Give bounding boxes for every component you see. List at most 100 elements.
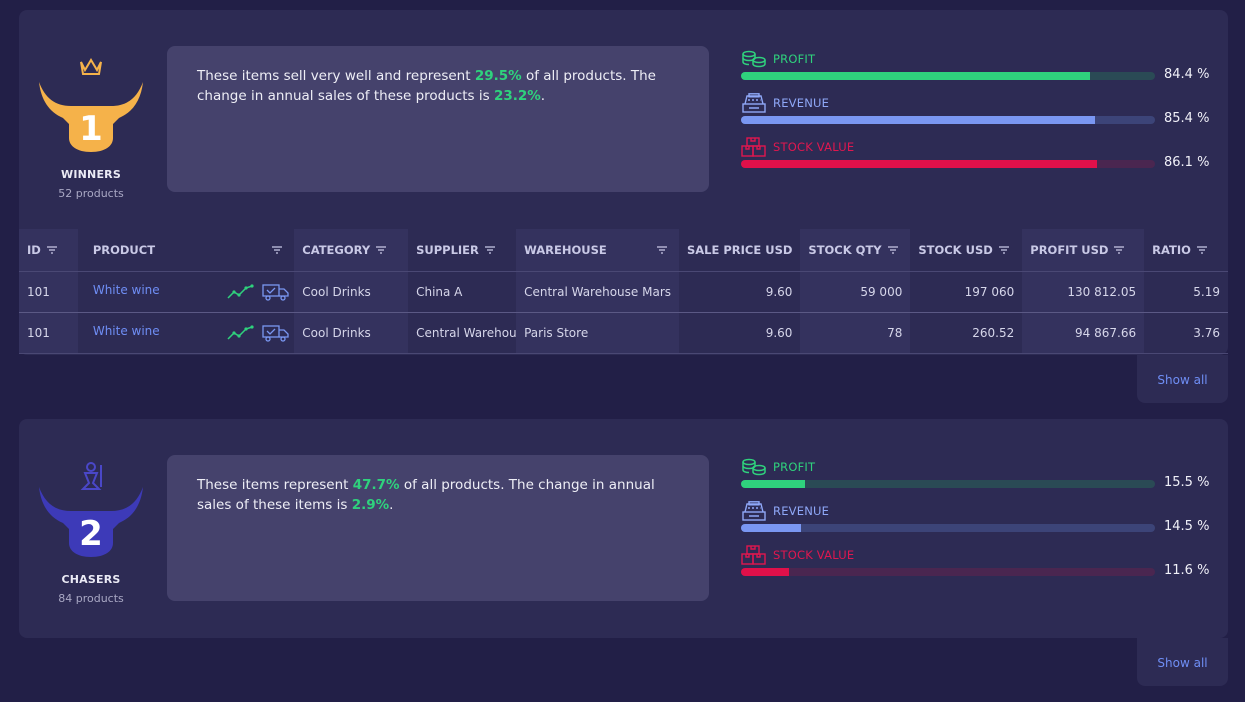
- cell-sale-price: 9.60: [679, 271, 801, 313]
- metric-label: REVENUE: [773, 96, 830, 110]
- progress-track: [741, 116, 1155, 124]
- desc-highlight: 2.9%: [351, 497, 390, 513]
- table-header-row: ID PRODUCT CATEGORY SUPPLIER WAREHOUSE S…: [19, 229, 1228, 272]
- product-count: 52 products: [58, 187, 124, 200]
- cell-stock-qty: 59 000: [800, 271, 911, 313]
- progress-track: [741, 480, 1155, 488]
- chasers-badge: 2 CHASERS 84 products: [35, 459, 147, 605]
- desc-text: These items sell very well and represent: [197, 68, 475, 84]
- desc-text: of all products. The change in annual sa…: [197, 68, 656, 104]
- cell-profit-usd: 130 812.05: [1022, 271, 1145, 313]
- section-description: These items sell very well and represent…: [167, 46, 709, 192]
- winners-badge: 1 WINNERS 52 products: [35, 54, 147, 200]
- progress-fill: [741, 480, 806, 488]
- column-header-id[interactable]: ID: [19, 229, 78, 272]
- show-all-button[interactable]: Show all: [1137, 355, 1228, 403]
- cell-warehouse: Paris Store: [516, 312, 679, 354]
- cell-sale-price: 9.60: [679, 312, 801, 354]
- products-table: ID PRODUCT CATEGORY SUPPLIER WAREHOUSE S…: [19, 229, 1228, 354]
- column-header-stock-qty[interactable]: STOCK QTY: [800, 229, 911, 272]
- metric-profit: PROFIT 84.4 %: [741, 50, 1211, 96]
- metric-label: STOCK VALUE: [773, 140, 855, 154]
- progress-track: [741, 72, 1155, 80]
- sort-icon[interactable]: [376, 246, 387, 254]
- metric-profit: PROFIT 15.5 %: [741, 458, 1211, 504]
- sort-icon[interactable]: [46, 246, 57, 254]
- progress-track: [741, 524, 1155, 532]
- coins-icon: [742, 458, 766, 476]
- product-count: 84 products: [58, 592, 124, 605]
- column-header-warehouse[interactable]: WAREHOUSE: [516, 229, 679, 272]
- section-title: CHASERS: [61, 573, 121, 586]
- cell-id: 101: [19, 271, 78, 313]
- cell-stock-qty: 78: [800, 312, 911, 354]
- cell-supplier: Central Warehouse: [408, 312, 517, 354]
- cell-profit-usd: 94 867.66: [1022, 312, 1145, 354]
- table-row[interactable]: 101 White wine Cool Drinks Central Wareh…: [19, 312, 1228, 354]
- trend-chart-icon[interactable]: [226, 324, 254, 342]
- sort-icon[interactable]: [1196, 246, 1207, 254]
- metric-stock-value: STOCK VALUE 86.1 %: [741, 137, 1211, 184]
- bull-chess-icon: 2: [39, 462, 143, 557]
- cell-ratio: 3.76: [1144, 312, 1228, 354]
- sort-icon[interactable]: [998, 246, 1009, 254]
- desc-highlight: 23.2%: [493, 88, 541, 104]
- metrics-panel: PROFIT 15.5 % REVENUE 14.5 % STOCK VALUE…: [741, 458, 1211, 592]
- sort-icon[interactable]: [657, 246, 667, 254]
- cell-category: Cool Drinks: [294, 271, 409, 313]
- cash-register-icon: [742, 93, 766, 113]
- chasers-card: 2 CHASERS 84 products These items repres…: [19, 419, 1228, 638]
- column-header-stock-usd[interactable]: STOCK USD: [910, 229, 1023, 272]
- product-link[interactable]: White wine: [92, 282, 160, 297]
- desc-text: of all products. The change in annual sa…: [197, 477, 655, 513]
- cash-register-icon: [742, 501, 766, 521]
- metric-label: REVENUE: [773, 504, 830, 518]
- progress-fill: [741, 160, 1098, 168]
- column-header-profit-usd[interactable]: PROFIT USD: [1022, 229, 1145, 272]
- delivery-truck-icon[interactable]: [262, 324, 290, 342]
- metric-revenue: REVENUE 85.4 %: [741, 93, 1211, 140]
- rank-number: 1: [79, 109, 103, 149]
- table-row[interactable]: 101 White wine Cool Drinks China A Centr…: [19, 271, 1228, 313]
- progress-fill: [741, 568, 790, 576]
- cell-stock-usd: 197 060: [910, 271, 1023, 313]
- delivery-truck-icon[interactable]: [262, 283, 290, 301]
- metric-revenue: REVENUE 14.5 %: [741, 501, 1211, 548]
- metric-label: PROFIT: [773, 460, 816, 474]
- bull-crown-icon: 1: [39, 58, 143, 152]
- progress-fill: [741, 72, 1091, 80]
- metric-percent: 11.6 %: [1164, 563, 1210, 578]
- section-description: These items represent 47.7% of all produ…: [167, 455, 709, 601]
- column-header-sale-price[interactable]: SALE PRICE USD: [679, 229, 801, 272]
- cell-stock-usd: 260.52: [910, 312, 1023, 354]
- metric-percent: 85.4 %: [1164, 111, 1210, 126]
- desc-highlight: 47.7%: [352, 477, 400, 493]
- sort-icon[interactable]: [272, 246, 283, 254]
- metric-percent: 84.4 %: [1164, 67, 1210, 82]
- column-header-product[interactable]: PRODUCT: [77, 229, 295, 272]
- cell-supplier: China A: [408, 271, 517, 313]
- sort-icon[interactable]: [484, 246, 495, 254]
- coins-icon: [742, 50, 766, 68]
- cell-warehouse: Central Warehouse Mars: [516, 271, 679, 313]
- sort-icon[interactable]: [1114, 246, 1125, 254]
- metric-label: STOCK VALUE: [773, 548, 855, 562]
- metric-percent: 14.5 %: [1164, 519, 1210, 534]
- column-header-category[interactable]: CATEGORY: [294, 229, 409, 272]
- progress-track: [741, 160, 1155, 168]
- section-title: WINNERS: [61, 168, 121, 181]
- sort-icon[interactable]: [887, 246, 898, 254]
- column-header-ratio[interactable]: RATIO: [1144, 229, 1228, 272]
- cell-product: White wine: [77, 271, 295, 313]
- metric-label: PROFIT: [773, 52, 816, 66]
- progress-fill: [741, 524, 802, 532]
- trend-chart-icon[interactable]: [226, 283, 254, 301]
- desc-text: These items represent: [197, 477, 353, 493]
- progress-track: [741, 568, 1155, 576]
- boxes-icon: [741, 545, 766, 565]
- product-link[interactable]: White wine: [92, 323, 160, 338]
- column-header-supplier[interactable]: SUPPLIER: [408, 229, 517, 272]
- desc-text: .: [540, 88, 546, 104]
- show-all-button[interactable]: Show all: [1137, 638, 1228, 686]
- metric-stock-value: STOCK VALUE 11.6 %: [741, 545, 1211, 592]
